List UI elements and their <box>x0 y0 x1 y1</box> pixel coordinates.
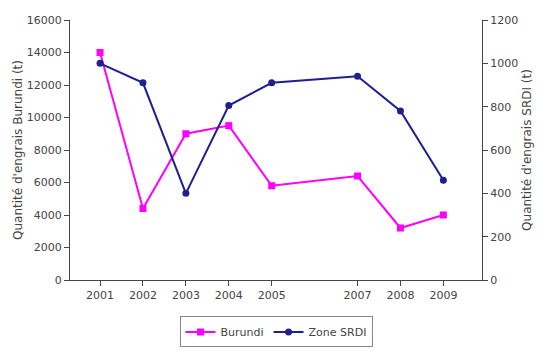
svg-text:2000: 2000 <box>34 241 62 254</box>
svg-text:Burundi: Burundi <box>221 326 264 339</box>
svg-text:2003: 2003 <box>172 289 200 302</box>
svg-text:Zone SRDI: Zone SRDI <box>309 326 367 339</box>
svg-text:14000: 14000 <box>27 46 62 59</box>
svg-text:2009: 2009 <box>429 289 457 302</box>
svg-text:2001: 2001 <box>86 289 114 302</box>
svg-text:0: 0 <box>490 274 497 287</box>
svg-text:600: 600 <box>490 144 511 157</box>
svg-text:2004: 2004 <box>215 289 243 302</box>
svg-text:2005: 2005 <box>258 289 286 302</box>
svg-text:Quantité d'engrais SRDI (t): Quantité d'engrais SRDI (t) <box>520 69 534 231</box>
svg-text:200: 200 <box>490 231 511 244</box>
svg-text:8000: 8000 <box>34 144 62 157</box>
svg-text:4000: 4000 <box>34 209 62 222</box>
svg-text:1200: 1200 <box>490 14 518 27</box>
svg-text:1000: 1000 <box>490 57 518 70</box>
svg-text:0: 0 <box>55 274 62 287</box>
svg-text:6000: 6000 <box>34 176 62 189</box>
svg-text:12000: 12000 <box>27 79 62 92</box>
svg-text:2007: 2007 <box>344 289 372 302</box>
svg-text:10000: 10000 <box>27 111 62 124</box>
svg-text:16000: 16000 <box>27 14 62 27</box>
svg-text:2008: 2008 <box>386 289 414 302</box>
svg-text:2002: 2002 <box>129 289 157 302</box>
svg-text:800: 800 <box>490 101 511 114</box>
svg-text:Quantité d'engrais Burundi (t): Quantité d'engrais Burundi (t) <box>11 60 25 240</box>
svg-text:400: 400 <box>490 187 511 200</box>
